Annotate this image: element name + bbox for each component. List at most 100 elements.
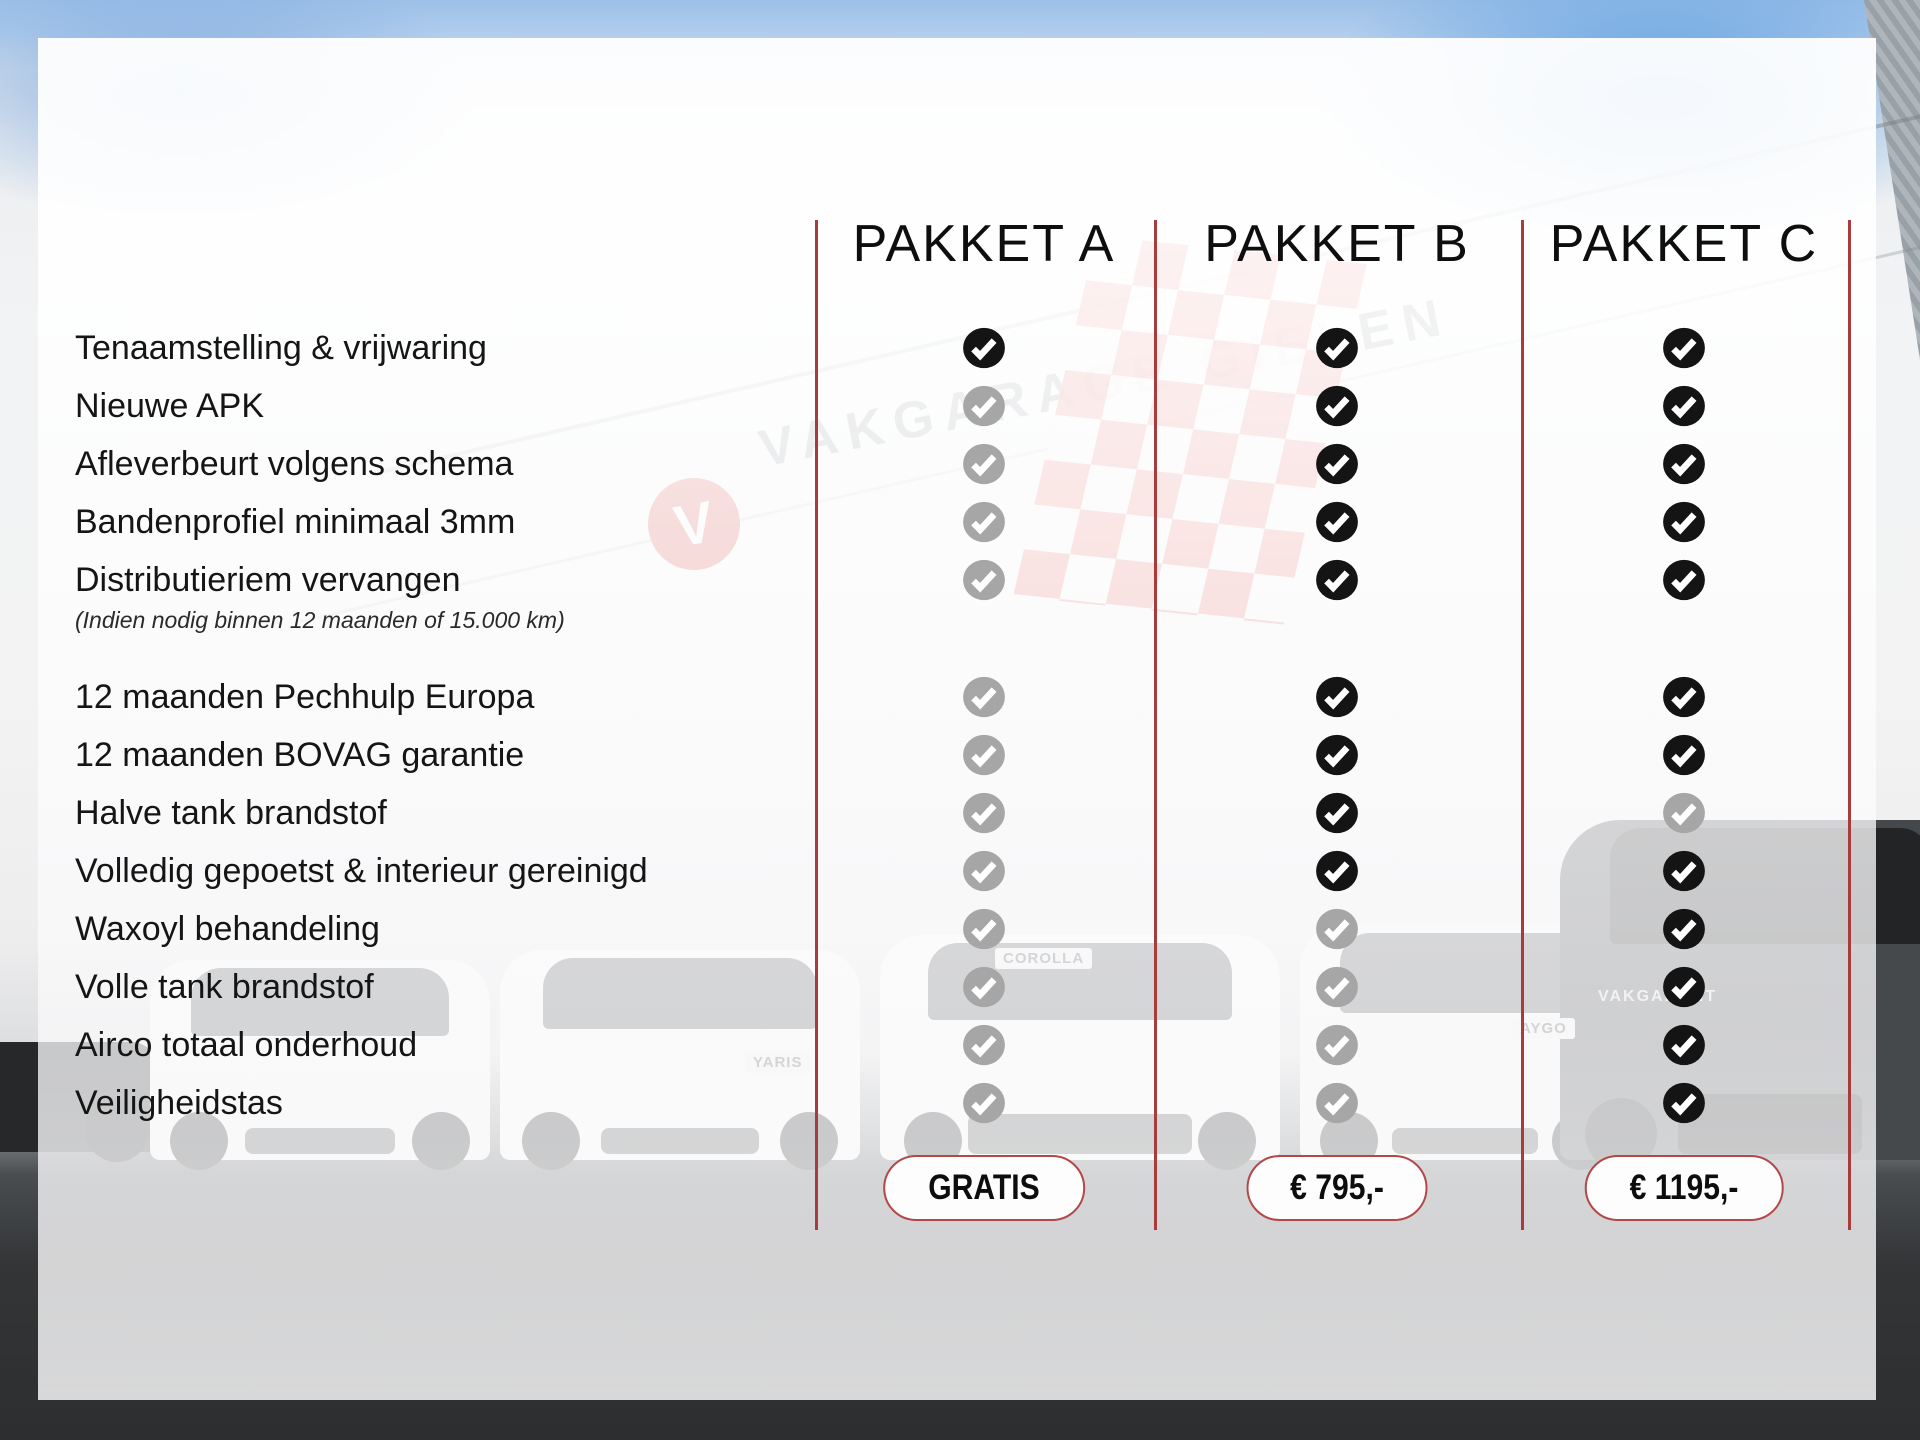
check-included-icon <box>1661 384 1707 428</box>
check-icon <box>1316 1082 1358 1124</box>
check-icon <box>1316 908 1358 950</box>
check-icon <box>963 559 1005 601</box>
check-included-icon <box>1314 675 1360 719</box>
check-icon <box>1663 850 1705 892</box>
check-icon <box>1316 327 1358 369</box>
feature-label: Airco totaal onderhoud <box>75 1025 418 1064</box>
feature-label: Distributieriem vervangen <box>75 560 461 599</box>
check-excluded-icon <box>961 500 1007 544</box>
check-icon <box>1663 1082 1705 1124</box>
check-included-icon <box>1661 326 1707 370</box>
check-excluded-icon <box>961 675 1007 719</box>
check-excluded-icon <box>961 733 1007 777</box>
check-included-icon <box>1661 907 1707 951</box>
feature-note: (Indien nodig binnen 12 maanden of 15.00… <box>75 606 565 633</box>
check-icon <box>1316 501 1358 543</box>
price-label: € 795,- <box>1290 1168 1384 1207</box>
check-icon <box>963 734 1005 776</box>
check-excluded-icon <box>961 384 1007 428</box>
price-button-a[interactable]: GRATIS <box>883 1155 1085 1221</box>
check-icon <box>1316 792 1358 834</box>
price-button-c[interactable]: € 1195,- <box>1584 1155 1784 1221</box>
check-icon <box>1316 443 1358 485</box>
check-included-icon <box>1314 326 1360 370</box>
check-included-icon <box>1661 733 1707 777</box>
check-included-icon <box>1314 500 1360 544</box>
check-icon <box>1663 385 1705 427</box>
check-icon <box>1663 1024 1705 1066</box>
column-separator-line <box>1521 220 1524 1230</box>
check-included-icon <box>1661 442 1707 486</box>
check-icon <box>963 966 1005 1008</box>
feature-label: Veiligheidstas <box>75 1083 283 1122</box>
check-icon <box>963 908 1005 950</box>
feature-label: Volledig gepoetst & interieur gereinigd <box>75 851 648 890</box>
package-header-c: PAKKET C <box>1549 215 1819 273</box>
package-header-a: PAKKET A <box>852 215 1116 273</box>
check-included-icon <box>1661 965 1707 1009</box>
check-icon <box>963 792 1005 834</box>
check-icon <box>1663 501 1705 543</box>
check-included-icon <box>1661 675 1707 719</box>
check-included-icon <box>1661 558 1707 602</box>
check-excluded-icon <box>961 1023 1007 1067</box>
check-included-icon <box>961 326 1007 370</box>
check-icon <box>963 676 1005 718</box>
check-icon <box>1316 559 1358 601</box>
feature-label: Halve tank brandstof <box>75 793 387 832</box>
check-excluded-icon <box>1314 907 1360 951</box>
price-label: GRATIS <box>928 1168 1040 1207</box>
check-excluded-icon <box>1314 1023 1360 1067</box>
check-excluded-icon <box>961 791 1007 835</box>
check-icon <box>1316 676 1358 718</box>
check-icon <box>1316 850 1358 892</box>
check-included-icon <box>1661 1081 1707 1125</box>
check-included-icon <box>1661 500 1707 544</box>
check-included-icon <box>1314 791 1360 835</box>
check-icon <box>963 850 1005 892</box>
check-included-icon <box>1314 442 1360 486</box>
check-icon <box>963 1024 1005 1066</box>
check-excluded-icon <box>961 849 1007 893</box>
feature-label: Tenaamstelling & vrijwaring <box>75 328 487 367</box>
check-excluded-icon <box>1314 1081 1360 1125</box>
package-header-b: PAKKET B <box>1204 215 1470 273</box>
check-excluded-icon <box>1661 791 1707 835</box>
column-separator-line <box>1848 220 1851 1230</box>
check-icon <box>1316 966 1358 1008</box>
check-icon <box>963 443 1005 485</box>
feature-label: Nieuwe APK <box>75 386 264 425</box>
check-icon <box>1663 676 1705 718</box>
feature-label: 12 maanden BOVAG garantie <box>75 735 525 774</box>
column-separator-line <box>1154 220 1157 1230</box>
check-icon <box>963 501 1005 543</box>
price-button-b[interactable]: € 795,- <box>1246 1155 1428 1221</box>
check-included-icon <box>1314 733 1360 777</box>
check-icon <box>1663 966 1705 1008</box>
check-icon <box>1663 327 1705 369</box>
check-icon <box>963 385 1005 427</box>
check-icon <box>1316 734 1358 776</box>
check-included-icon <box>1314 558 1360 602</box>
check-icon <box>1316 1024 1358 1066</box>
check-included-icon <box>1661 1023 1707 1067</box>
check-included-icon <box>1314 384 1360 428</box>
check-icon <box>1663 443 1705 485</box>
check-icon <box>963 1082 1005 1124</box>
check-excluded-icon <box>961 1081 1007 1125</box>
check-icon <box>1663 734 1705 776</box>
check-excluded-icon <box>1314 965 1360 1009</box>
check-excluded-icon <box>961 907 1007 951</box>
check-included-icon <box>1661 849 1707 893</box>
check-icon <box>963 327 1005 369</box>
feature-label: Waxoyl behandeling <box>75 909 380 948</box>
check-icon <box>1663 792 1705 834</box>
check-included-icon <box>1314 849 1360 893</box>
check-excluded-icon <box>961 558 1007 602</box>
check-excluded-icon <box>961 965 1007 1009</box>
feature-label: 12 maanden Pechhulp Europa <box>75 677 535 716</box>
check-icon <box>1316 385 1358 427</box>
feature-label: Volle tank brandstof <box>75 967 374 1006</box>
feature-label: Bandenprofiel minimaal 3mm <box>75 502 516 541</box>
